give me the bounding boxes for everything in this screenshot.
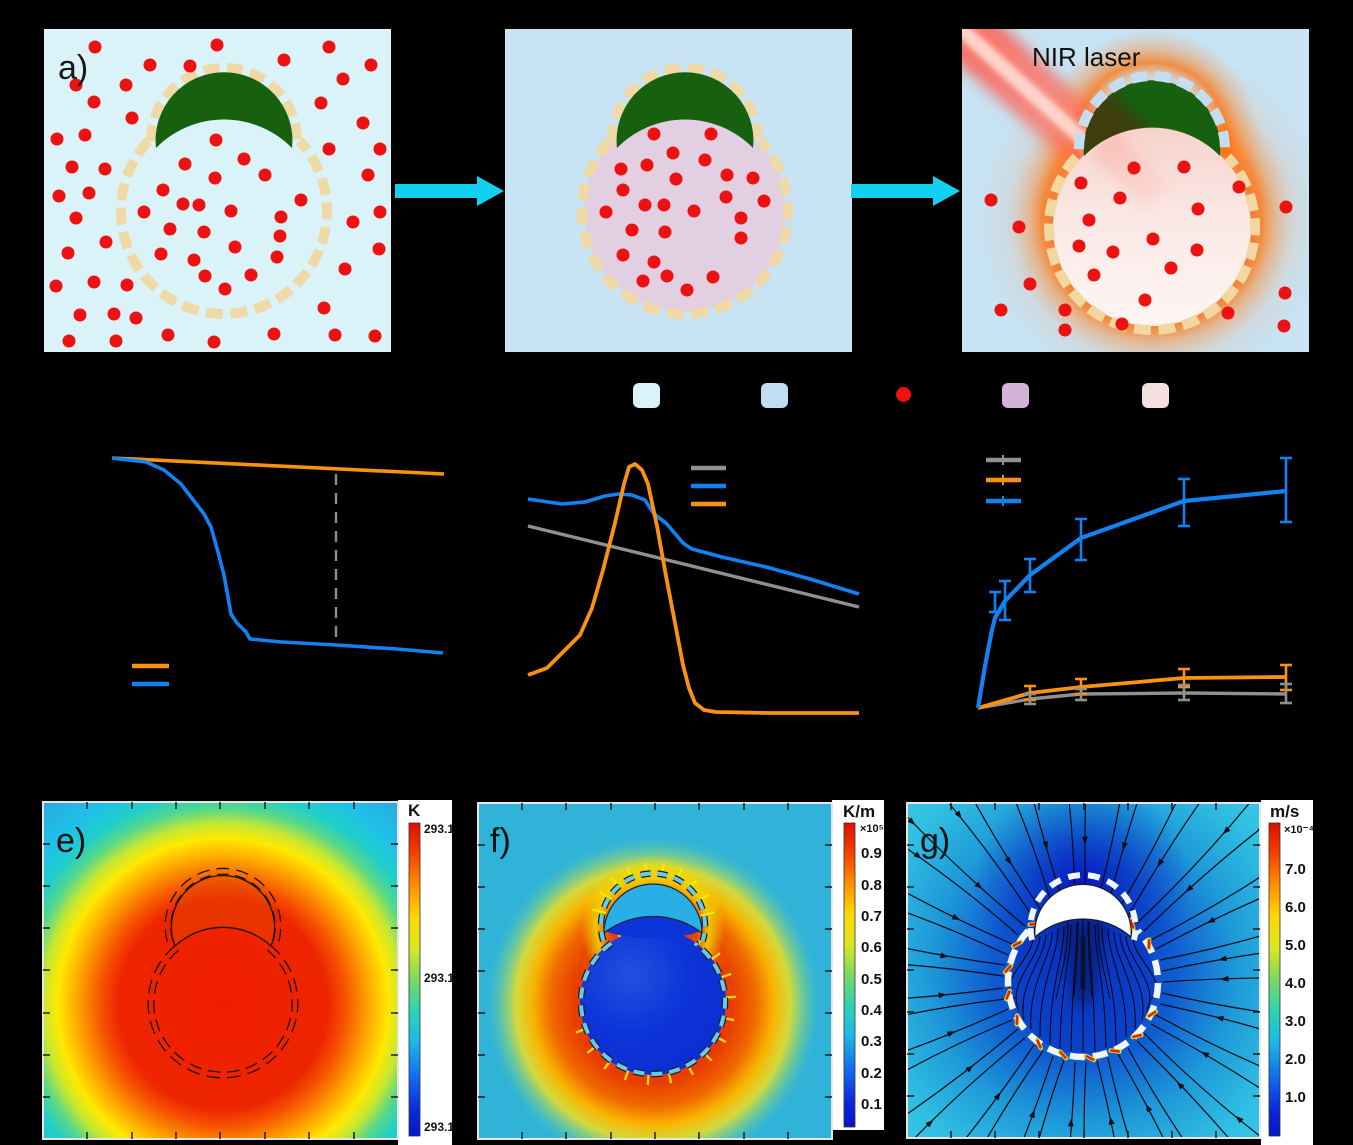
svg-text:a): a) [58,49,88,87]
svg-text:0.1: 0.1 [861,1096,882,1113]
svg-text:0.4: 0.4 [861,1002,883,1019]
svg-text:0.5: 0.5 [861,971,882,988]
svg-text:293.16: 293.16 [424,971,455,985]
svg-text:6.0: 6.0 [1285,899,1306,916]
svg-text:m/s: m/s [1270,802,1299,821]
svg-text:0.7: 0.7 [861,908,882,925]
svg-text:0.6: 0.6 [861,939,882,956]
svg-text:3.0: 3.0 [1285,1013,1306,1030]
svg-text:2.0: 2.0 [1285,1051,1306,1068]
svg-text:e): e) [56,822,86,860]
svg-text:5.0: 5.0 [1285,937,1306,954]
svg-text:7.0: 7.0 [1285,861,1306,878]
svg-text:0.8: 0.8 [861,877,882,894]
svg-text:0.2: 0.2 [861,1065,882,1082]
svg-text:293.15: 293.15 [424,1120,455,1134]
svg-text:g): g) [920,822,950,860]
svg-text:K/m: K/m [843,802,875,821]
svg-text:f): f) [490,822,511,860]
svg-text:×10⁻⁴: ×10⁻⁴ [1284,824,1314,836]
svg-text:0.3: 0.3 [861,1033,882,1050]
svg-text:K: K [408,801,421,820]
svg-text:NIR laser: NIR laser [1032,42,1141,72]
svg-text:1.0: 1.0 [1285,1089,1306,1106]
svg-text:4.0: 4.0 [1285,975,1306,992]
svg-text:293.17: 293.17 [424,822,455,836]
svg-text:0.9: 0.9 [861,845,882,862]
svg-text:×10⁵: ×10⁵ [860,823,884,835]
